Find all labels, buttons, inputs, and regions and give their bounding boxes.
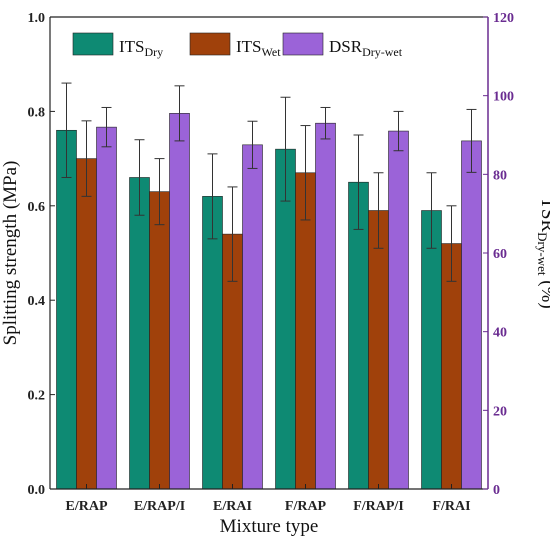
y-tick-label: 0.2 (28, 389, 46, 404)
x-tick-label: F/RAP (285, 499, 327, 514)
legend-label-0: ITSDry (119, 37, 163, 59)
x-tick-label: E/RAP (66, 499, 108, 514)
bar-its-dry-2 (202, 196, 223, 490)
y-tick-label: 0.6 (28, 200, 46, 215)
legend-label-sub: Dry-wet (362, 45, 403, 59)
y2-tick-label: 100 (493, 90, 514, 105)
x-tick-label: E/RAI (213, 499, 252, 514)
plot-area (56, 82, 482, 490)
y2-tick-label: 20 (493, 404, 507, 419)
x-axis-title: Mixture type (220, 516, 319, 537)
bar-dsr-dry-wet-0 (96, 126, 117, 490)
y-tick-label: 1.0 (28, 11, 46, 26)
bar-dsr-dry-wet-2 (242, 144, 263, 490)
y2-title-unit: (%) (537, 275, 550, 308)
bar-its-dry-0 (56, 129, 77, 490)
legend-label-1: ITSWet (236, 37, 281, 59)
y-tick-label: 0.0 (28, 483, 46, 498)
legend-swatch-0 (72, 32, 114, 56)
legend-label-sub: Dry (145, 45, 164, 59)
legend-swatch-2 (282, 32, 324, 56)
legend-label-sub: Wet (262, 45, 282, 59)
y-axis-title: Splitting strength (MPa) (0, 161, 21, 346)
y2-tick-label: 60 (493, 247, 507, 262)
legend-label-2: DSRDry-wet (329, 37, 403, 59)
legend: ITSDry ITSWet DSRDry-wet (72, 32, 403, 59)
bar-its-wet-0 (76, 158, 97, 490)
bar-dsr-dry-wet-3 (315, 122, 336, 490)
legend-label-main: ITS (119, 37, 145, 56)
x-tick-label: E/RAP/I (134, 499, 185, 514)
y2-tick-label: 0 (493, 483, 500, 498)
bar-dsr-dry-wet-5 (461, 140, 482, 490)
legend-label-main: DSR (329, 37, 363, 56)
y-tick-label: 0.4 (28, 294, 46, 309)
y2-tick-label: 120 (493, 11, 514, 26)
bar-its-wet-1 (149, 191, 170, 490)
bar-dsr-dry-wet-1 (169, 113, 190, 490)
axes: 0.0 0.2 0.4 0.6 0.8 1.0 0 20 40 60 80 100 120 E/RAP E/… (0, 11, 550, 537)
legend-swatch-1 (189, 32, 231, 56)
x-tick-label: F/RAP/I (353, 499, 404, 514)
y2-title-main: TSR (537, 197, 550, 232)
y2-tick-label: 40 (493, 326, 507, 341)
y-tick-label: 0.8 (28, 105, 46, 120)
legend-label-main: ITS (236, 37, 262, 56)
y2-axis-title: TSRDry-wet (%) (535, 197, 550, 308)
bar-its-dry-1 (129, 177, 150, 490)
bar-its-wet-4 (368, 210, 389, 490)
bar-dsr-dry-wet-4 (388, 130, 409, 490)
x-tick-label: F/RAI (432, 499, 470, 514)
y2-tick-label: 80 (493, 168, 507, 183)
y2-title-sub: Dry-wet (535, 232, 550, 276)
bar-its-dry-5 (421, 210, 442, 490)
